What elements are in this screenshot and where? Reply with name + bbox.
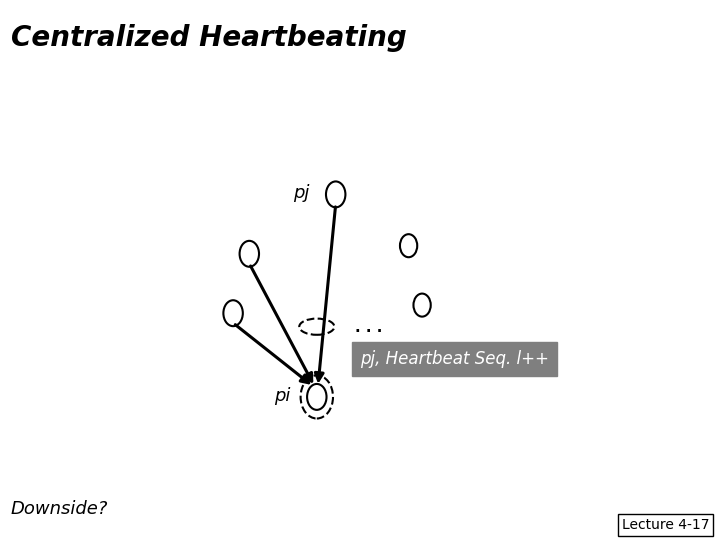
Ellipse shape [307,384,327,410]
Text: Centralized Heartbeating: Centralized Heartbeating [11,24,407,52]
Text: pj: pj [294,184,310,202]
Text: . . .: . . . [355,320,382,335]
Text: Downside?: Downside? [11,501,108,518]
Text: pj, Heartbeat Seq. l++: pj, Heartbeat Seq. l++ [360,350,549,368]
Text: pi: pi [274,387,291,405]
Text: Lecture 4-17: Lecture 4-17 [621,518,709,532]
